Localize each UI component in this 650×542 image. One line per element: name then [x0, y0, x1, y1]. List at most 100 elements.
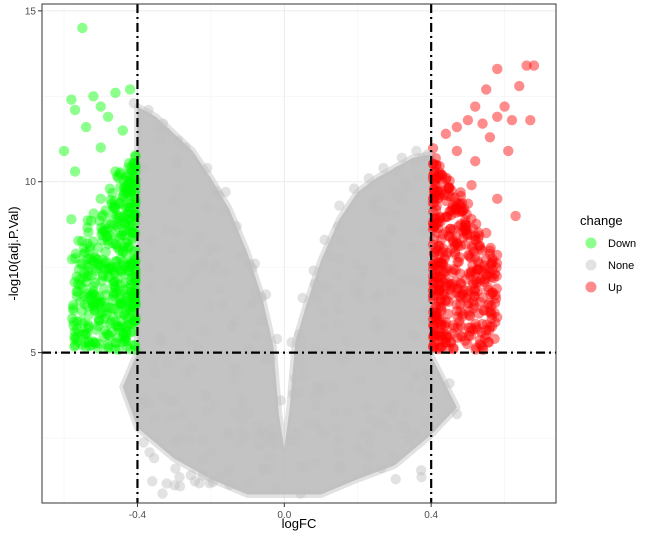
none-point — [161, 223, 173, 235]
none-point — [406, 241, 418, 252]
none-point — [398, 184, 409, 195]
down-point — [75, 280, 86, 291]
up-point — [455, 200, 466, 211]
up-point — [452, 283, 463, 295]
none-point — [184, 273, 195, 285]
down-point — [118, 256, 129, 267]
down-point — [82, 259, 94, 271]
up-point — [452, 322, 464, 333]
down-point — [110, 87, 121, 99]
none-point — [149, 413, 160, 424]
up-point — [499, 101, 510, 112]
down-point — [123, 206, 134, 218]
up-point — [443, 230, 455, 242]
up-point — [440, 174, 452, 185]
none-point — [389, 186, 400, 197]
legend-label-down: Down — [608, 238, 636, 250]
up-point — [446, 278, 458, 290]
none-point — [410, 330, 421, 342]
none-point — [382, 404, 393, 415]
none-point — [334, 254, 346, 265]
legend-key-up — [585, 281, 597, 293]
none-point — [197, 434, 209, 445]
down-point — [124, 304, 135, 315]
down-point — [124, 84, 136, 95]
down-point — [72, 286, 83, 297]
up-point — [477, 118, 488, 129]
down-point — [68, 305, 79, 316]
down-point — [103, 271, 115, 282]
down-point — [100, 301, 112, 313]
down-point — [122, 213, 133, 225]
down-point — [95, 259, 106, 271]
down-point — [70, 332, 82, 343]
up-point — [431, 227, 443, 238]
down-point — [82, 222, 93, 233]
down-point — [125, 187, 136, 198]
up-point — [438, 276, 449, 287]
up-point — [444, 206, 455, 217]
up-point — [481, 84, 492, 95]
none-point — [337, 355, 348, 367]
up-point — [441, 329, 452, 341]
down-point — [126, 198, 137, 210]
none-point — [370, 291, 382, 303]
down-point — [80, 121, 92, 133]
up-point — [434, 285, 445, 297]
none-point — [311, 382, 323, 393]
down-point — [73, 326, 85, 337]
none-point — [197, 470, 209, 481]
up-point — [443, 296, 454, 307]
none-point — [365, 452, 376, 463]
down-point — [68, 320, 79, 331]
down-point — [105, 194, 116, 206]
down-point — [90, 265, 101, 276]
up-point — [455, 190, 467, 202]
up-point — [450, 201, 461, 213]
down-point — [71, 286, 82, 297]
none-point — [398, 420, 409, 431]
down-point — [82, 265, 94, 277]
none-point — [199, 389, 211, 401]
none-point — [371, 324, 382, 335]
none-point — [310, 343, 322, 354]
none-point — [235, 251, 246, 262]
up-point — [433, 296, 445, 307]
down-point — [104, 183, 116, 194]
down-point — [118, 191, 129, 203]
up-point — [489, 297, 501, 309]
none-point — [297, 292, 308, 304]
up-point — [483, 299, 494, 310]
up-point — [438, 286, 449, 297]
down-point — [89, 304, 101, 316]
down-point — [78, 318, 89, 329]
down-point — [104, 302, 115, 314]
none-point — [335, 459, 346, 471]
none-point — [249, 288, 261, 299]
down-point — [125, 163, 137, 175]
down-point — [121, 209, 132, 220]
up-point — [469, 284, 481, 295]
up-point — [429, 336, 440, 348]
down-point — [123, 266, 135, 277]
up-point — [464, 306, 475, 317]
none-point — [319, 428, 330, 439]
down-point — [118, 175, 130, 186]
none-point — [260, 354, 272, 365]
up-point — [467, 324, 479, 335]
none-point — [194, 231, 205, 243]
down-point — [108, 288, 120, 299]
down-point — [69, 326, 81, 337]
up-point — [445, 337, 457, 349]
up-point — [455, 198, 466, 209]
down-point — [119, 309, 131, 321]
up-point — [457, 226, 469, 237]
up-point — [447, 234, 458, 245]
down-point — [81, 328, 93, 339]
none-point — [148, 452, 160, 464]
up-point — [476, 245, 488, 256]
up-point — [441, 332, 452, 343]
up-point — [432, 245, 444, 256]
up-point — [468, 303, 479, 314]
up-point — [450, 249, 461, 260]
